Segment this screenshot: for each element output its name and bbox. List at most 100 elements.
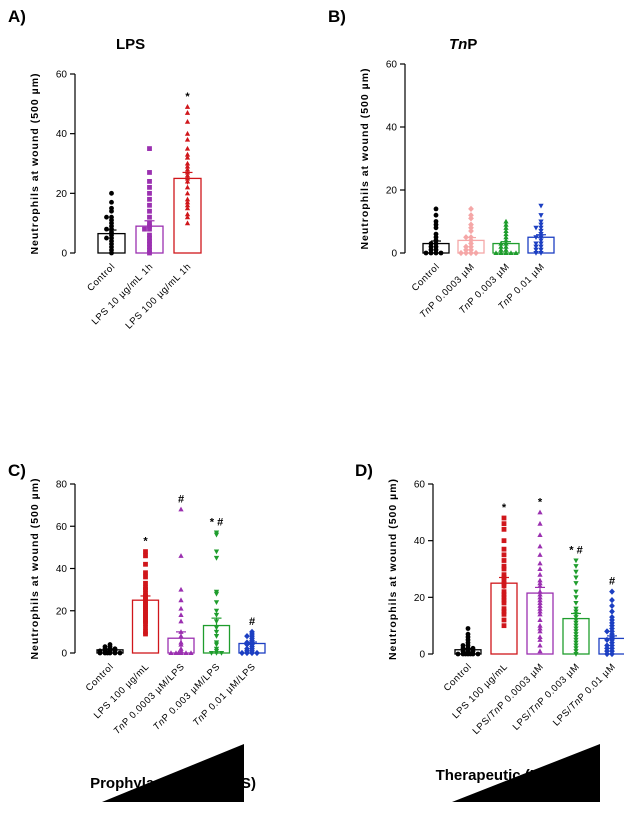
data-point bbox=[184, 214, 191, 220]
data-point bbox=[458, 249, 464, 257]
dose-wedge bbox=[452, 744, 600, 802]
y-axis-label: Neutrophils at wound (500 µm) bbox=[29, 72, 41, 254]
data-point bbox=[537, 597, 543, 603]
data-point bbox=[573, 620, 579, 626]
data-point bbox=[184, 175, 191, 181]
data-point bbox=[147, 184, 152, 190]
x-tick-label: Control bbox=[85, 261, 117, 293]
data-point bbox=[537, 594, 543, 600]
data-point bbox=[573, 569, 579, 575]
data-point bbox=[184, 211, 191, 217]
data-point bbox=[537, 591, 543, 597]
data-point bbox=[463, 249, 469, 257]
data-point bbox=[537, 622, 543, 628]
data-point bbox=[573, 643, 579, 649]
data-point bbox=[537, 566, 543, 572]
data-point bbox=[501, 623, 507, 629]
data-point bbox=[537, 642, 543, 648]
data-point bbox=[573, 612, 579, 618]
data-point bbox=[537, 543, 543, 549]
data-point bbox=[573, 615, 579, 620]
data-point bbox=[147, 179, 152, 184]
significance-label: * # bbox=[569, 545, 582, 557]
data-point bbox=[538, 219, 544, 225]
data-point bbox=[239, 649, 245, 657]
data-point bbox=[147, 241, 152, 247]
data-point bbox=[573, 595, 579, 601]
panel-letter: D) bbox=[355, 461, 373, 480]
y-tick-label: 40 bbox=[56, 129, 68, 140]
data-point bbox=[573, 632, 579, 637]
data-point bbox=[533, 241, 539, 247]
significance-label: # bbox=[249, 616, 255, 628]
data-point bbox=[465, 626, 471, 631]
data-point bbox=[213, 532, 220, 538]
data-point bbox=[537, 608, 543, 614]
data-point bbox=[147, 235, 152, 241]
data-point bbox=[573, 646, 579, 652]
data-point bbox=[184, 151, 191, 157]
data-point bbox=[501, 558, 507, 563]
data-point bbox=[501, 592, 507, 597]
data-point bbox=[533, 225, 539, 231]
data-point bbox=[184, 196, 191, 202]
data-point bbox=[501, 515, 507, 521]
data-point bbox=[213, 642, 220, 648]
data-point bbox=[112, 650, 118, 656]
significance-label: # bbox=[609, 576, 615, 588]
data-point bbox=[573, 634, 579, 640]
data-point bbox=[501, 552, 507, 558]
data-point bbox=[573, 623, 579, 629]
data-point bbox=[573, 606, 579, 612]
data-point bbox=[213, 608, 220, 614]
data-point bbox=[178, 553, 184, 558]
significance-label: # bbox=[178, 493, 184, 505]
data-point bbox=[538, 247, 544, 253]
data-point bbox=[468, 237, 474, 244]
data-point bbox=[501, 583, 507, 589]
data-point bbox=[184, 154, 191, 160]
y-axis-label: Neutrophils at wound (500 µm) bbox=[387, 478, 399, 660]
data-point bbox=[468, 205, 474, 213]
data-point bbox=[143, 625, 148, 631]
y-tick-label: 40 bbox=[386, 123, 398, 134]
data-point bbox=[537, 625, 543, 631]
y-axis-label: Neutrophils at wound (500 µm) bbox=[29, 477, 41, 659]
data-point bbox=[104, 214, 109, 220]
data-point bbox=[178, 629, 184, 634]
data-point bbox=[537, 637, 543, 642]
data-point bbox=[423, 250, 429, 256]
data-point bbox=[143, 561, 148, 567]
data-point bbox=[468, 246, 474, 253]
data-point bbox=[468, 212, 474, 219]
data-point bbox=[184, 178, 191, 184]
data-point bbox=[147, 247, 152, 253]
data-point bbox=[178, 618, 184, 624]
data-point bbox=[538, 203, 544, 209]
data-point bbox=[184, 172, 191, 178]
y-tick-label: 80 bbox=[56, 480, 68, 491]
data-point bbox=[538, 225, 544, 231]
data-point bbox=[143, 621, 148, 626]
data-point bbox=[538, 244, 544, 250]
y-tick-label: 20 bbox=[56, 606, 68, 617]
data-point bbox=[503, 228, 509, 233]
data-point bbox=[609, 650, 615, 658]
data-point bbox=[503, 225, 509, 230]
data-point bbox=[573, 617, 579, 623]
data-point bbox=[213, 549, 220, 555]
data-point bbox=[213, 600, 220, 606]
data-point bbox=[105, 650, 110, 656]
data-point bbox=[184, 145, 191, 151]
data-point bbox=[501, 606, 507, 612]
data-point bbox=[147, 208, 152, 214]
data-point bbox=[573, 575, 579, 581]
data-point bbox=[537, 603, 543, 608]
y-tick-label: 40 bbox=[414, 536, 426, 547]
data-point bbox=[428, 250, 434, 256]
data-point bbox=[244, 632, 250, 640]
data-point bbox=[573, 589, 579, 595]
data-point bbox=[573, 649, 579, 654]
data-point bbox=[168, 650, 174, 656]
data-point bbox=[184, 130, 191, 136]
